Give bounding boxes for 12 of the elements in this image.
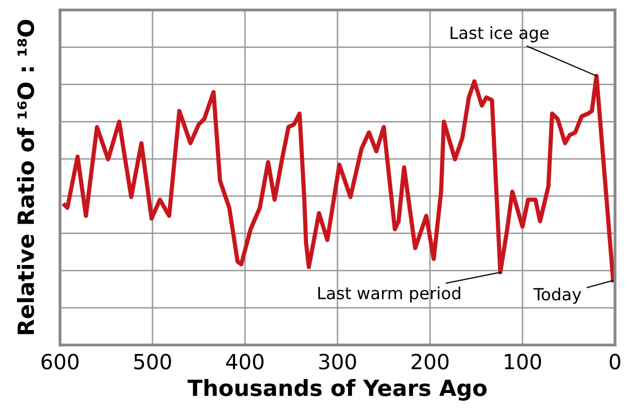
x-tick-label: 200	[412, 354, 448, 370]
x-tick-label: 0	[610, 354, 620, 370]
x-tick-label: 300	[319, 354, 356, 370]
x-axis-title: Thousands of Years Ago	[188, 379, 487, 401]
x-tick-label: 500	[134, 354, 171, 370]
x-tick-label: 100	[504, 354, 541, 370]
annotation: Last warm period	[318, 286, 460, 303]
y-axis-title: Relative Ratio of ¹⁶O : ¹⁸O	[16, 20, 34, 334]
x-tick-label: 600	[42, 354, 78, 370]
annotation: Last ice age	[450, 26, 549, 42]
annotation: Today	[533, 288, 582, 304]
x-tick-label: 400	[226, 354, 264, 370]
